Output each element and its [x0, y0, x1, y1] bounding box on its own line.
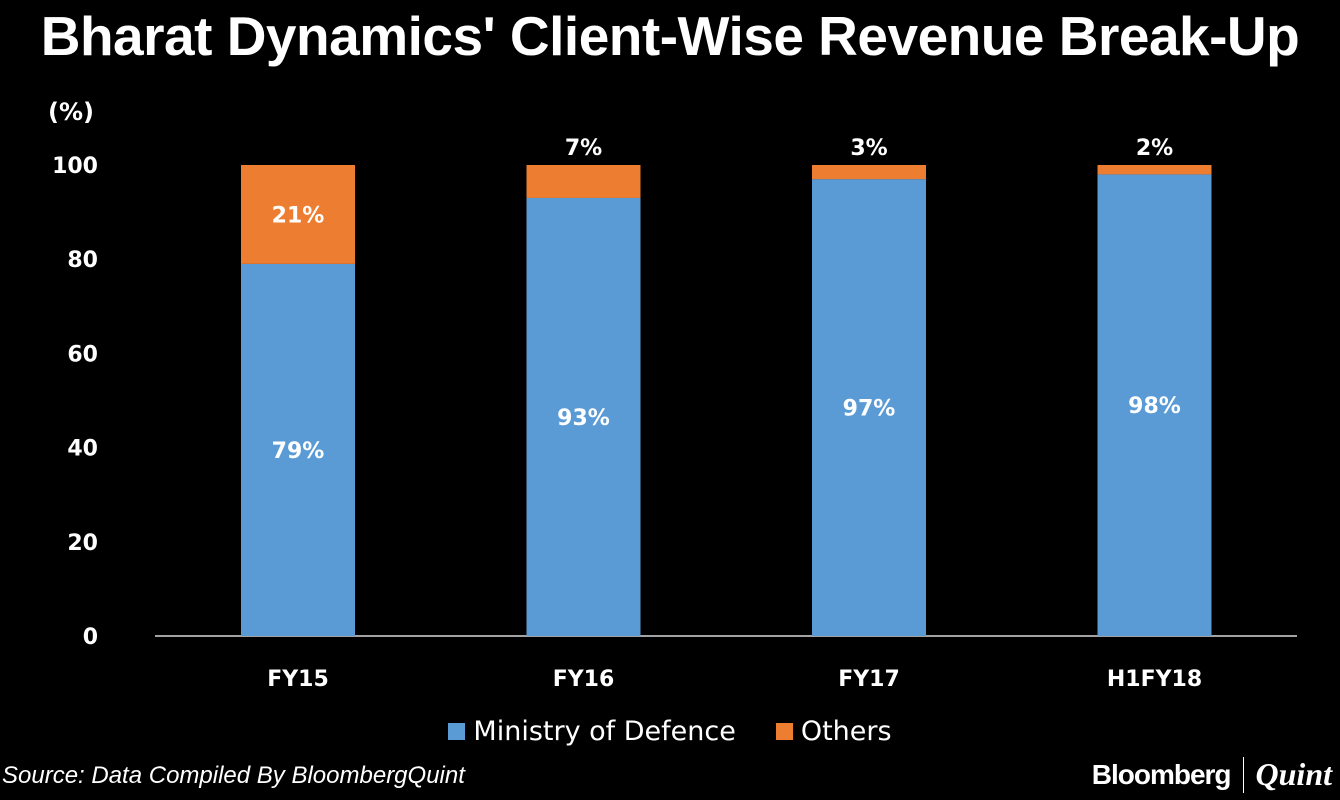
legend-label: Others — [800, 716, 892, 747]
legend-swatch — [775, 723, 793, 740]
y-tick-label: 20 — [67, 531, 98, 556]
data-label: 93% — [557, 406, 610, 431]
data-label: 3% — [850, 136, 887, 161]
data-label: 79% — [272, 439, 325, 464]
bar-others — [812, 165, 926, 180]
data-label: 97% — [843, 397, 896, 422]
logo-divider — [1242, 756, 1244, 793]
legend-label: Ministry of Defence — [473, 716, 736, 747]
bar-ministry-of-defence — [526, 197, 641, 636]
bar-ministry-of-defence — [1097, 174, 1212, 637]
x-tick-label: FY17 — [838, 667, 900, 692]
legend-item-others: Others — [775, 716, 892, 747]
y-tick-label: 100 — [52, 154, 98, 179]
y-tick-label: 0 — [83, 625, 98, 650]
legend: Ministry of Defence Others — [0, 716, 1340, 747]
logo: Bloomberg Quint — [1092, 756, 1332, 793]
bar-others — [241, 165, 355, 264]
data-label: 98% — [1128, 394, 1181, 419]
bar-ministry-of-defence — [812, 179, 926, 636]
bar-ministry-of-defence — [241, 263, 355, 636]
bar-others — [526, 165, 641, 198]
data-label: 7% — [565, 136, 602, 161]
logo-bloomberg: Bloomberg — [1091, 758, 1232, 790]
source-note: Source: Data Compiled By BloombergQuint — [2, 762, 465, 789]
x-tick-label: FY15 — [267, 667, 329, 692]
legend-swatch — [448, 723, 466, 740]
logo-quint: Quint — [1255, 756, 1332, 792]
chart-title: Bharat Dynamics' Client-Wise Revenue Bre… — [40, 5, 1300, 67]
data-label: 21% — [272, 203, 325, 228]
x-tick-label: H1FY18 — [1107, 667, 1202, 692]
data-label: 2% — [1136, 136, 1173, 161]
x-tick-label: FY16 — [553, 667, 615, 692]
y-tick-label: 60 — [67, 342, 98, 367]
legend-item-ministry-of-defence: Ministry of Defence — [448, 716, 736, 747]
y-tick-label: 80 — [67, 248, 98, 273]
y-tick-label: 40 — [67, 437, 98, 462]
bar-others — [1097, 165, 1212, 175]
y-axis-label: (%) — [48, 98, 94, 126]
